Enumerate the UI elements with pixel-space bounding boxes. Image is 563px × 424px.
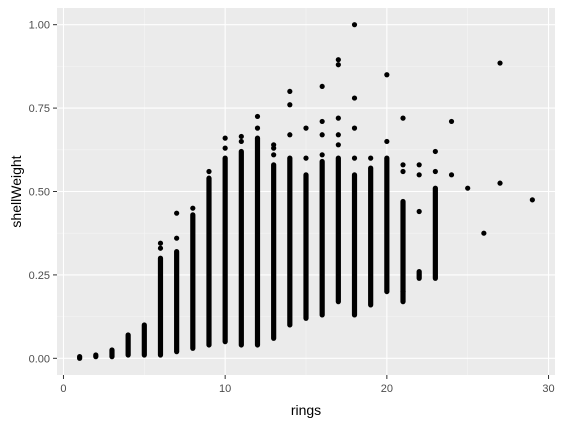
data-point-column bbox=[190, 212, 196, 351]
data-point bbox=[448, 172, 455, 178]
data-point bbox=[335, 62, 341, 68]
data-point-column bbox=[271, 162, 277, 341]
data-point-column bbox=[141, 322, 147, 358]
data-point bbox=[303, 125, 309, 131]
data-point bbox=[351, 125, 358, 131]
data-point-column bbox=[157, 255, 164, 358]
data-point bbox=[416, 172, 422, 178]
data-point bbox=[351, 22, 358, 28]
data-point bbox=[432, 168, 438, 175]
x-tick-label: 0 bbox=[60, 383, 66, 395]
data-point bbox=[271, 142, 277, 148]
data-point bbox=[238, 133, 244, 140]
data-point bbox=[190, 205, 196, 211]
data-point bbox=[157, 240, 164, 246]
data-point bbox=[254, 113, 261, 120]
data-point bbox=[351, 95, 358, 101]
data-point-column bbox=[206, 175, 212, 348]
y-tick-label: 0.25 bbox=[29, 270, 50, 282]
data-point bbox=[335, 142, 341, 148]
data-point-column bbox=[222, 155, 228, 345]
data-point bbox=[384, 72, 390, 78]
data-points bbox=[77, 22, 535, 361]
data-point bbox=[497, 60, 503, 66]
data-point bbox=[174, 235, 180, 241]
data-point bbox=[319, 118, 325, 125]
data-point bbox=[287, 132, 293, 138]
data-point bbox=[335, 115, 341, 121]
y-tick-label: 0.50 bbox=[29, 187, 50, 199]
data-point bbox=[206, 168, 212, 175]
data-point-column bbox=[319, 158, 325, 318]
data-point-column bbox=[384, 155, 390, 295]
data-point-column bbox=[432, 185, 438, 281]
data-point-column bbox=[351, 172, 358, 318]
data-point bbox=[400, 115, 406, 121]
data-point bbox=[254, 125, 261, 131]
data-point-column bbox=[416, 268, 422, 281]
data-point-column bbox=[77, 354, 83, 361]
data-point-column bbox=[109, 347, 115, 360]
data-point bbox=[351, 155, 358, 161]
data-point bbox=[287, 102, 293, 108]
data-point bbox=[384, 138, 390, 145]
data-point bbox=[222, 135, 228, 141]
data-point bbox=[319, 83, 325, 90]
data-point bbox=[529, 197, 535, 203]
y-axis-title: shellWeight bbox=[8, 155, 24, 227]
data-point bbox=[448, 118, 455, 125]
data-point-column bbox=[125, 332, 131, 358]
y-axis-ticks: 0.00 0.25 0.50 0.75 1.00 bbox=[29, 20, 57, 365]
data-point bbox=[416, 162, 422, 168]
data-point bbox=[287, 88, 293, 95]
data-point bbox=[174, 210, 180, 216]
data-point bbox=[157, 245, 164, 251]
data-point bbox=[465, 185, 471, 191]
data-point-column bbox=[254, 135, 261, 348]
x-tick-label: 30 bbox=[542, 383, 554, 395]
data-point bbox=[238, 138, 244, 145]
data-point-column bbox=[93, 352, 99, 360]
x-axis-ticks: 0 10 20 30 bbox=[60, 375, 555, 395]
data-point bbox=[319, 132, 325, 138]
data-point bbox=[400, 162, 406, 168]
x-tick-label: 10 bbox=[219, 383, 231, 395]
data-point-column bbox=[238, 148, 244, 348]
data-point bbox=[497, 180, 503, 186]
data-point bbox=[432, 148, 438, 155]
y-tick-label: 0.00 bbox=[29, 353, 50, 365]
data-point bbox=[222, 145, 228, 151]
data-point bbox=[335, 57, 341, 63]
data-point bbox=[481, 230, 487, 236]
data-point-column bbox=[174, 248, 180, 355]
data-point bbox=[303, 155, 309, 161]
x-axis-title: rings bbox=[291, 402, 321, 418]
data-point bbox=[271, 152, 277, 158]
data-point-column bbox=[287, 155, 293, 328]
data-point bbox=[319, 152, 325, 158]
data-point-column bbox=[400, 198, 406, 305]
data-point bbox=[400, 168, 406, 175]
x-tick-label: 20 bbox=[381, 383, 393, 395]
data-point bbox=[400, 288, 406, 295]
data-point-column bbox=[303, 172, 309, 321]
data-point-column bbox=[368, 165, 374, 308]
data-point bbox=[335, 132, 341, 138]
y-tick-label: 0.75 bbox=[29, 103, 50, 115]
data-point-column bbox=[335, 155, 341, 305]
data-point bbox=[416, 208, 422, 215]
y-tick-label: 1.00 bbox=[29, 20, 50, 32]
data-point bbox=[368, 155, 374, 161]
